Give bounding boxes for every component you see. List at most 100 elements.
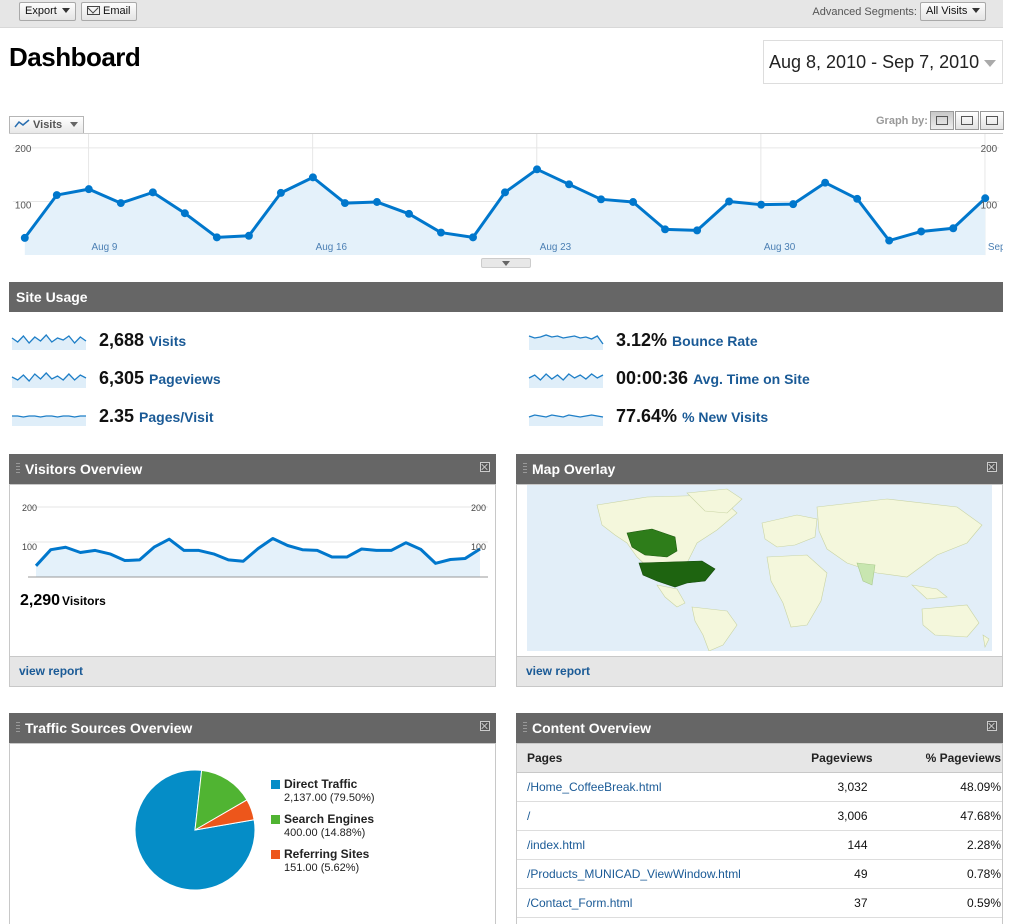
visits-point[interactable] <box>661 225 670 234</box>
date-range-picker[interactable]: Aug 8, 2010 - Sep 7, 2010 <box>763 40 1003 84</box>
view-report-link[interactable]: view report <box>526 664 591 678</box>
visits-point[interactable] <box>885 236 894 245</box>
drag-handle-icon[interactable] <box>16 463 20 475</box>
site-usage-value: 77.64% <box>616 406 678 426</box>
calendar-week-icon <box>961 116 973 125</box>
graph-by-week-button[interactable] <box>955 111 979 130</box>
email-label: Email <box>103 5 131 17</box>
drag-handle-icon[interactable] <box>523 722 527 734</box>
visits-point[interactable] <box>501 188 509 197</box>
site-usage-title: Site Usage <box>16 289 88 305</box>
view-report-link[interactable]: view report <box>19 664 84 678</box>
visits-point[interactable] <box>533 165 541 174</box>
visits-point[interactable] <box>84 185 93 194</box>
page-link[interactable]: /index.html <box>527 837 586 852</box>
pageviews-cell: 49 <box>785 859 903 889</box>
visitors-count-label: Visitors <box>62 594 106 608</box>
visits-point[interactable] <box>20 233 29 242</box>
site-usage-text: 2,688 Visits <box>99 327 186 355</box>
visits-point[interactable] <box>853 194 862 203</box>
visits-point[interactable] <box>276 188 285 197</box>
visits-point[interactable] <box>372 198 381 206</box>
pageviews-cell: 3,032 <box>785 772 903 802</box>
drag-handle-icon[interactable] <box>16 722 20 734</box>
sparkline <box>12 415 86 426</box>
graph-by-day-button[interactable] <box>930 111 954 130</box>
visits-point[interactable] <box>629 198 638 206</box>
x-axis-label: Aug 9 <box>92 242 118 253</box>
pct-pageviews-cell: 47.68% <box>902 801 1002 831</box>
visits-point[interactable] <box>308 173 317 182</box>
visits-point[interactable] <box>148 188 157 197</box>
visits-point[interactable] <box>757 200 766 209</box>
legend-swatch <box>271 815 280 824</box>
site-usage-link[interactable]: % New Visits <box>682 409 769 425</box>
close-icon[interactable] <box>480 721 490 731</box>
metric-select[interactable]: Visits <box>9 116 85 134</box>
drag-handle-icon[interactable] <box>523 463 527 475</box>
site-usage-link[interactable]: Pageviews <box>149 371 221 387</box>
pie-slice[interactable] <box>194 799 255 831</box>
world-map[interactable] <box>527 485 992 651</box>
metric-label: Visits <box>33 119 63 131</box>
legend-detail: 400.00 (14.88%) <box>284 827 366 839</box>
segments-select[interactable]: All Visits <box>920 2 987 21</box>
pct-pageviews-cell: 2.28% <box>902 830 1002 860</box>
top-toolbar: Export Email Advanced Segments: All Visi… <box>0 0 1003 28</box>
visits-point[interactable] <box>949 224 958 233</box>
site-usage-link[interactable]: Bounce Rate <box>672 333 758 349</box>
visitors-count: 2,290 Visitors <box>20 592 106 610</box>
close-icon[interactable] <box>480 462 490 472</box>
site-usage-link[interactable]: Visits <box>149 333 187 349</box>
visits-point[interactable] <box>821 178 830 187</box>
visits-point[interactable] <box>52 191 61 200</box>
graph-by-month-button[interactable] <box>980 111 1004 130</box>
visitors-area <box>36 538 480 577</box>
chart-expander-button[interactable] <box>481 258 531 268</box>
page-link[interactable]: /Contact_Form.html <box>527 895 633 910</box>
visits-point[interactable] <box>981 194 990 203</box>
page-link[interactable]: / <box>527 808 531 823</box>
page-link[interactable]: /Home_CoffeeBreak.html <box>527 779 662 794</box>
page-cell: /Contact_Form.html <box>517 888 786 918</box>
visits-point[interactable] <box>597 195 606 204</box>
visits-point[interactable] <box>244 231 253 240</box>
site-usage-row: 77.64%% New Visits <box>528 403 988 429</box>
sparkline-area <box>12 416 86 426</box>
site-usage-text: 3.12% Bounce Rate <box>616 327 758 355</box>
pageviews-cell: 37 <box>785 888 903 918</box>
map-overlay-title: Map Overlay <box>532 461 616 477</box>
legend-swatch <box>271 780 280 789</box>
page-link[interactable]: /Products_MUNICAD_ViewWindow.html <box>527 866 741 881</box>
visits-point[interactable] <box>116 199 125 208</box>
visits-point[interactable] <box>725 197 734 206</box>
export-button[interactable]: Export <box>19 2 76 21</box>
close-icon[interactable] <box>987 462 997 472</box>
legend-name: Direct Traffic <box>284 777 358 791</box>
traffic-sources-title: Traffic Sources Overview <box>25 720 193 736</box>
site-usage-value: 3.12% <box>616 330 668 350</box>
visits-point[interactable] <box>180 209 189 218</box>
visits-point[interactable] <box>469 233 477 242</box>
visits-point[interactable] <box>340 199 349 208</box>
site-usage-link[interactable]: Avg. Time on Site <box>693 371 810 387</box>
pageviews-cell: 144 <box>785 830 903 860</box>
email-button[interactable]: Email <box>81 2 137 21</box>
visits-point[interactable] <box>917 227 926 236</box>
pie-slice[interactable] <box>194 769 248 831</box>
map-overlay-footer: view report <box>517 656 1002 686</box>
close-icon[interactable] <box>987 721 997 731</box>
site-usage-row: 3.12% Bounce Rate <box>528 327 988 353</box>
legend-detail: 2,137.00 (79.50%) <box>284 792 375 804</box>
visits-point[interactable] <box>789 200 798 209</box>
visits-point[interactable] <box>212 233 221 242</box>
sparkline-line <box>528 334 604 345</box>
site-usage-link[interactable]: Pages/Visit <box>139 409 214 425</box>
visits-point[interactable] <box>437 228 445 237</box>
visits-point[interactable] <box>565 180 574 189</box>
page-cell: /index.html <box>517 830 786 860</box>
table-row: / 3,006 47.68% <box>517 801 1002 831</box>
visits-point[interactable] <box>404 209 413 218</box>
visits-point[interactable] <box>693 226 702 235</box>
site-usage-header: Site Usage <box>9 282 1003 312</box>
